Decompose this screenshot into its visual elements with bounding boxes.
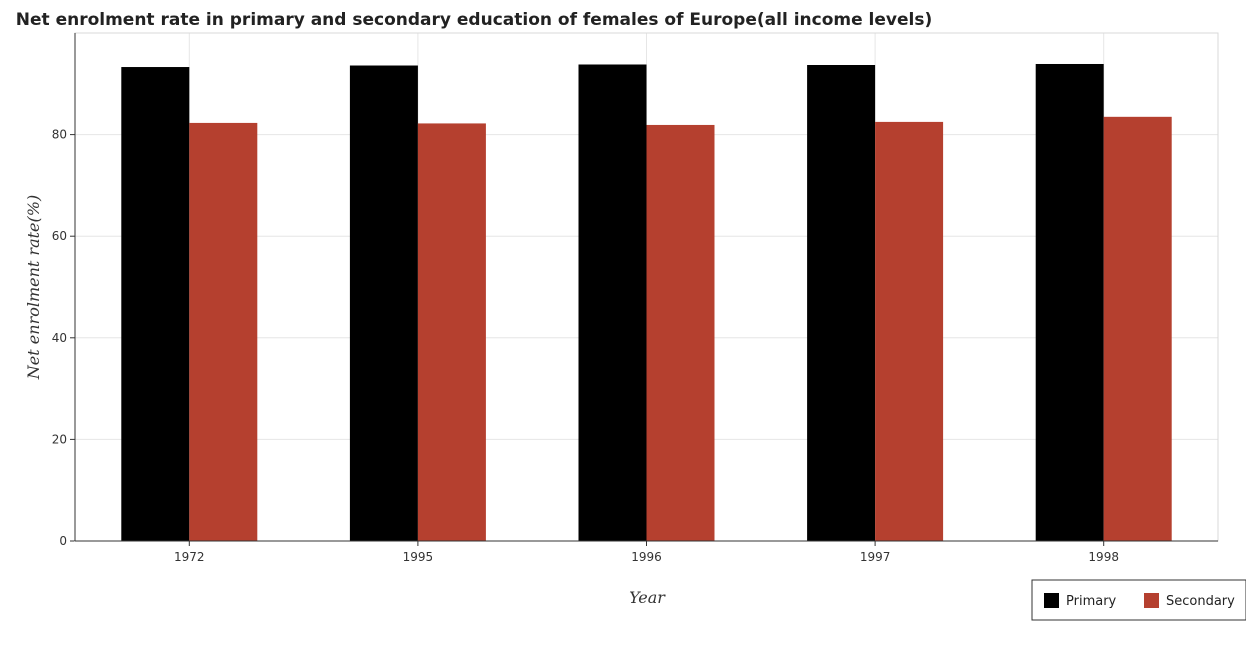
x-tick-label: 1997 (860, 550, 891, 564)
x-tick-label: 1996 (631, 550, 662, 564)
y-tick-label: 40 (52, 331, 67, 345)
bars-group (121, 64, 1171, 541)
y-tick-label: 60 (52, 229, 67, 243)
x-tick-label: 1972 (174, 550, 205, 564)
bar-primary-1996 (579, 64, 647, 541)
bar-primary-1998 (1036, 64, 1104, 541)
x-tick-label: 1998 (1088, 550, 1119, 564)
x-axis-label: Year (629, 588, 666, 607)
bar-primary-1997 (807, 65, 875, 541)
y-tick-label: 80 (52, 128, 67, 142)
bar-primary-1995 (350, 66, 418, 541)
bar-secondary-1995 (418, 123, 486, 541)
legend: Primary Secondary (1032, 580, 1246, 620)
legend-label-secondary: Secondary (1166, 594, 1235, 609)
y-tick-label: 0 (59, 534, 67, 548)
legend-swatch-primary (1044, 593, 1059, 608)
bar-secondary-1997 (875, 122, 943, 541)
x-tick-label: 1995 (403, 550, 434, 564)
bar-secondary-1996 (647, 125, 715, 541)
legend-swatch-secondary (1144, 593, 1159, 608)
y-tick-label: 20 (52, 432, 67, 446)
y-axis-label: Net enrolment rate(%) (24, 195, 43, 380)
legend-label-primary: Primary (1066, 594, 1117, 609)
chart-title: Net enrolment rate in primary and second… (16, 10, 932, 30)
bar-secondary-1998 (1104, 117, 1172, 541)
bar-secondary-1972 (189, 123, 257, 541)
bar-primary-1972 (121, 67, 189, 541)
